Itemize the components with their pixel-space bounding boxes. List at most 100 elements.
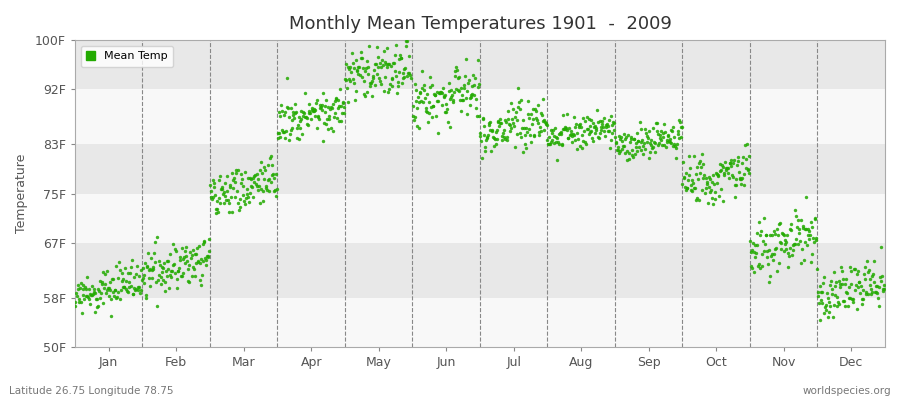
Point bbox=[280, 104, 294, 110]
Point bbox=[686, 180, 700, 186]
Point bbox=[799, 194, 814, 200]
Point bbox=[394, 80, 409, 86]
Point bbox=[858, 264, 872, 270]
Point bbox=[826, 302, 841, 308]
Point bbox=[495, 136, 509, 143]
Point bbox=[680, 184, 694, 191]
Point bbox=[770, 268, 785, 274]
Point bbox=[538, 121, 553, 127]
Point bbox=[435, 102, 449, 108]
Point bbox=[230, 188, 245, 194]
Point bbox=[820, 290, 834, 296]
Point bbox=[604, 137, 618, 143]
Point bbox=[365, 72, 380, 79]
Point bbox=[654, 141, 669, 148]
Point bbox=[713, 168, 727, 174]
Point bbox=[102, 285, 116, 292]
Point bbox=[318, 109, 332, 116]
Point bbox=[274, 108, 289, 114]
Point bbox=[680, 185, 695, 191]
Point bbox=[530, 117, 544, 123]
Point bbox=[259, 185, 274, 191]
Point bbox=[518, 132, 532, 138]
Point bbox=[649, 120, 663, 126]
Point bbox=[220, 196, 235, 203]
Point bbox=[493, 116, 508, 122]
Point bbox=[121, 270, 135, 276]
Point bbox=[648, 140, 662, 146]
Point bbox=[591, 134, 606, 140]
Point bbox=[261, 176, 275, 183]
Point bbox=[754, 228, 769, 234]
Point bbox=[444, 93, 458, 100]
Point bbox=[271, 130, 285, 136]
Point bbox=[609, 140, 624, 146]
Point bbox=[397, 66, 411, 72]
Point bbox=[116, 284, 130, 290]
Point bbox=[640, 138, 654, 145]
Point bbox=[871, 294, 886, 301]
Point bbox=[564, 128, 579, 134]
Point bbox=[739, 165, 753, 171]
Point bbox=[829, 279, 843, 285]
Point bbox=[117, 284, 131, 290]
Point bbox=[793, 238, 807, 244]
Point bbox=[644, 142, 658, 148]
Point bbox=[92, 288, 106, 294]
Point bbox=[740, 141, 754, 148]
Point bbox=[266, 172, 280, 178]
Point bbox=[843, 295, 858, 301]
Point bbox=[306, 108, 320, 115]
Point bbox=[653, 137, 668, 143]
Point bbox=[460, 111, 474, 118]
Point bbox=[217, 189, 231, 195]
Point bbox=[537, 126, 552, 133]
Point bbox=[516, 149, 530, 156]
Point bbox=[625, 147, 639, 153]
Point bbox=[806, 251, 820, 257]
Point bbox=[673, 134, 688, 141]
Point bbox=[696, 175, 710, 182]
Point bbox=[140, 264, 155, 270]
Point bbox=[808, 215, 823, 222]
Point bbox=[590, 127, 604, 133]
Point bbox=[240, 186, 255, 192]
Point bbox=[480, 133, 494, 140]
Point bbox=[702, 173, 716, 180]
Point bbox=[507, 123, 521, 129]
Point bbox=[430, 89, 445, 95]
Point bbox=[326, 128, 340, 134]
Point bbox=[301, 122, 315, 128]
Point bbox=[286, 112, 301, 118]
Point bbox=[542, 141, 556, 148]
Point bbox=[708, 189, 723, 195]
Point bbox=[310, 124, 324, 131]
Point bbox=[851, 279, 866, 285]
Point bbox=[335, 109, 349, 116]
Point bbox=[341, 64, 356, 71]
Point bbox=[395, 70, 410, 76]
Point bbox=[806, 239, 821, 245]
Point bbox=[322, 112, 337, 119]
Point bbox=[655, 130, 670, 136]
Point bbox=[813, 282, 827, 289]
Point bbox=[97, 285, 112, 292]
Point bbox=[573, 143, 588, 149]
Point bbox=[182, 279, 196, 285]
Point bbox=[180, 258, 194, 265]
Point bbox=[694, 186, 708, 193]
Point bbox=[381, 89, 395, 95]
Point bbox=[833, 281, 848, 287]
Point bbox=[534, 110, 548, 116]
Point bbox=[688, 171, 703, 177]
Point bbox=[594, 127, 608, 134]
Point bbox=[846, 295, 860, 302]
Point bbox=[592, 118, 607, 124]
Point bbox=[678, 184, 692, 190]
Point bbox=[161, 258, 176, 264]
Point bbox=[189, 251, 203, 257]
Point bbox=[800, 242, 814, 248]
Point bbox=[544, 126, 558, 133]
Point bbox=[697, 160, 711, 167]
Point bbox=[418, 95, 432, 102]
